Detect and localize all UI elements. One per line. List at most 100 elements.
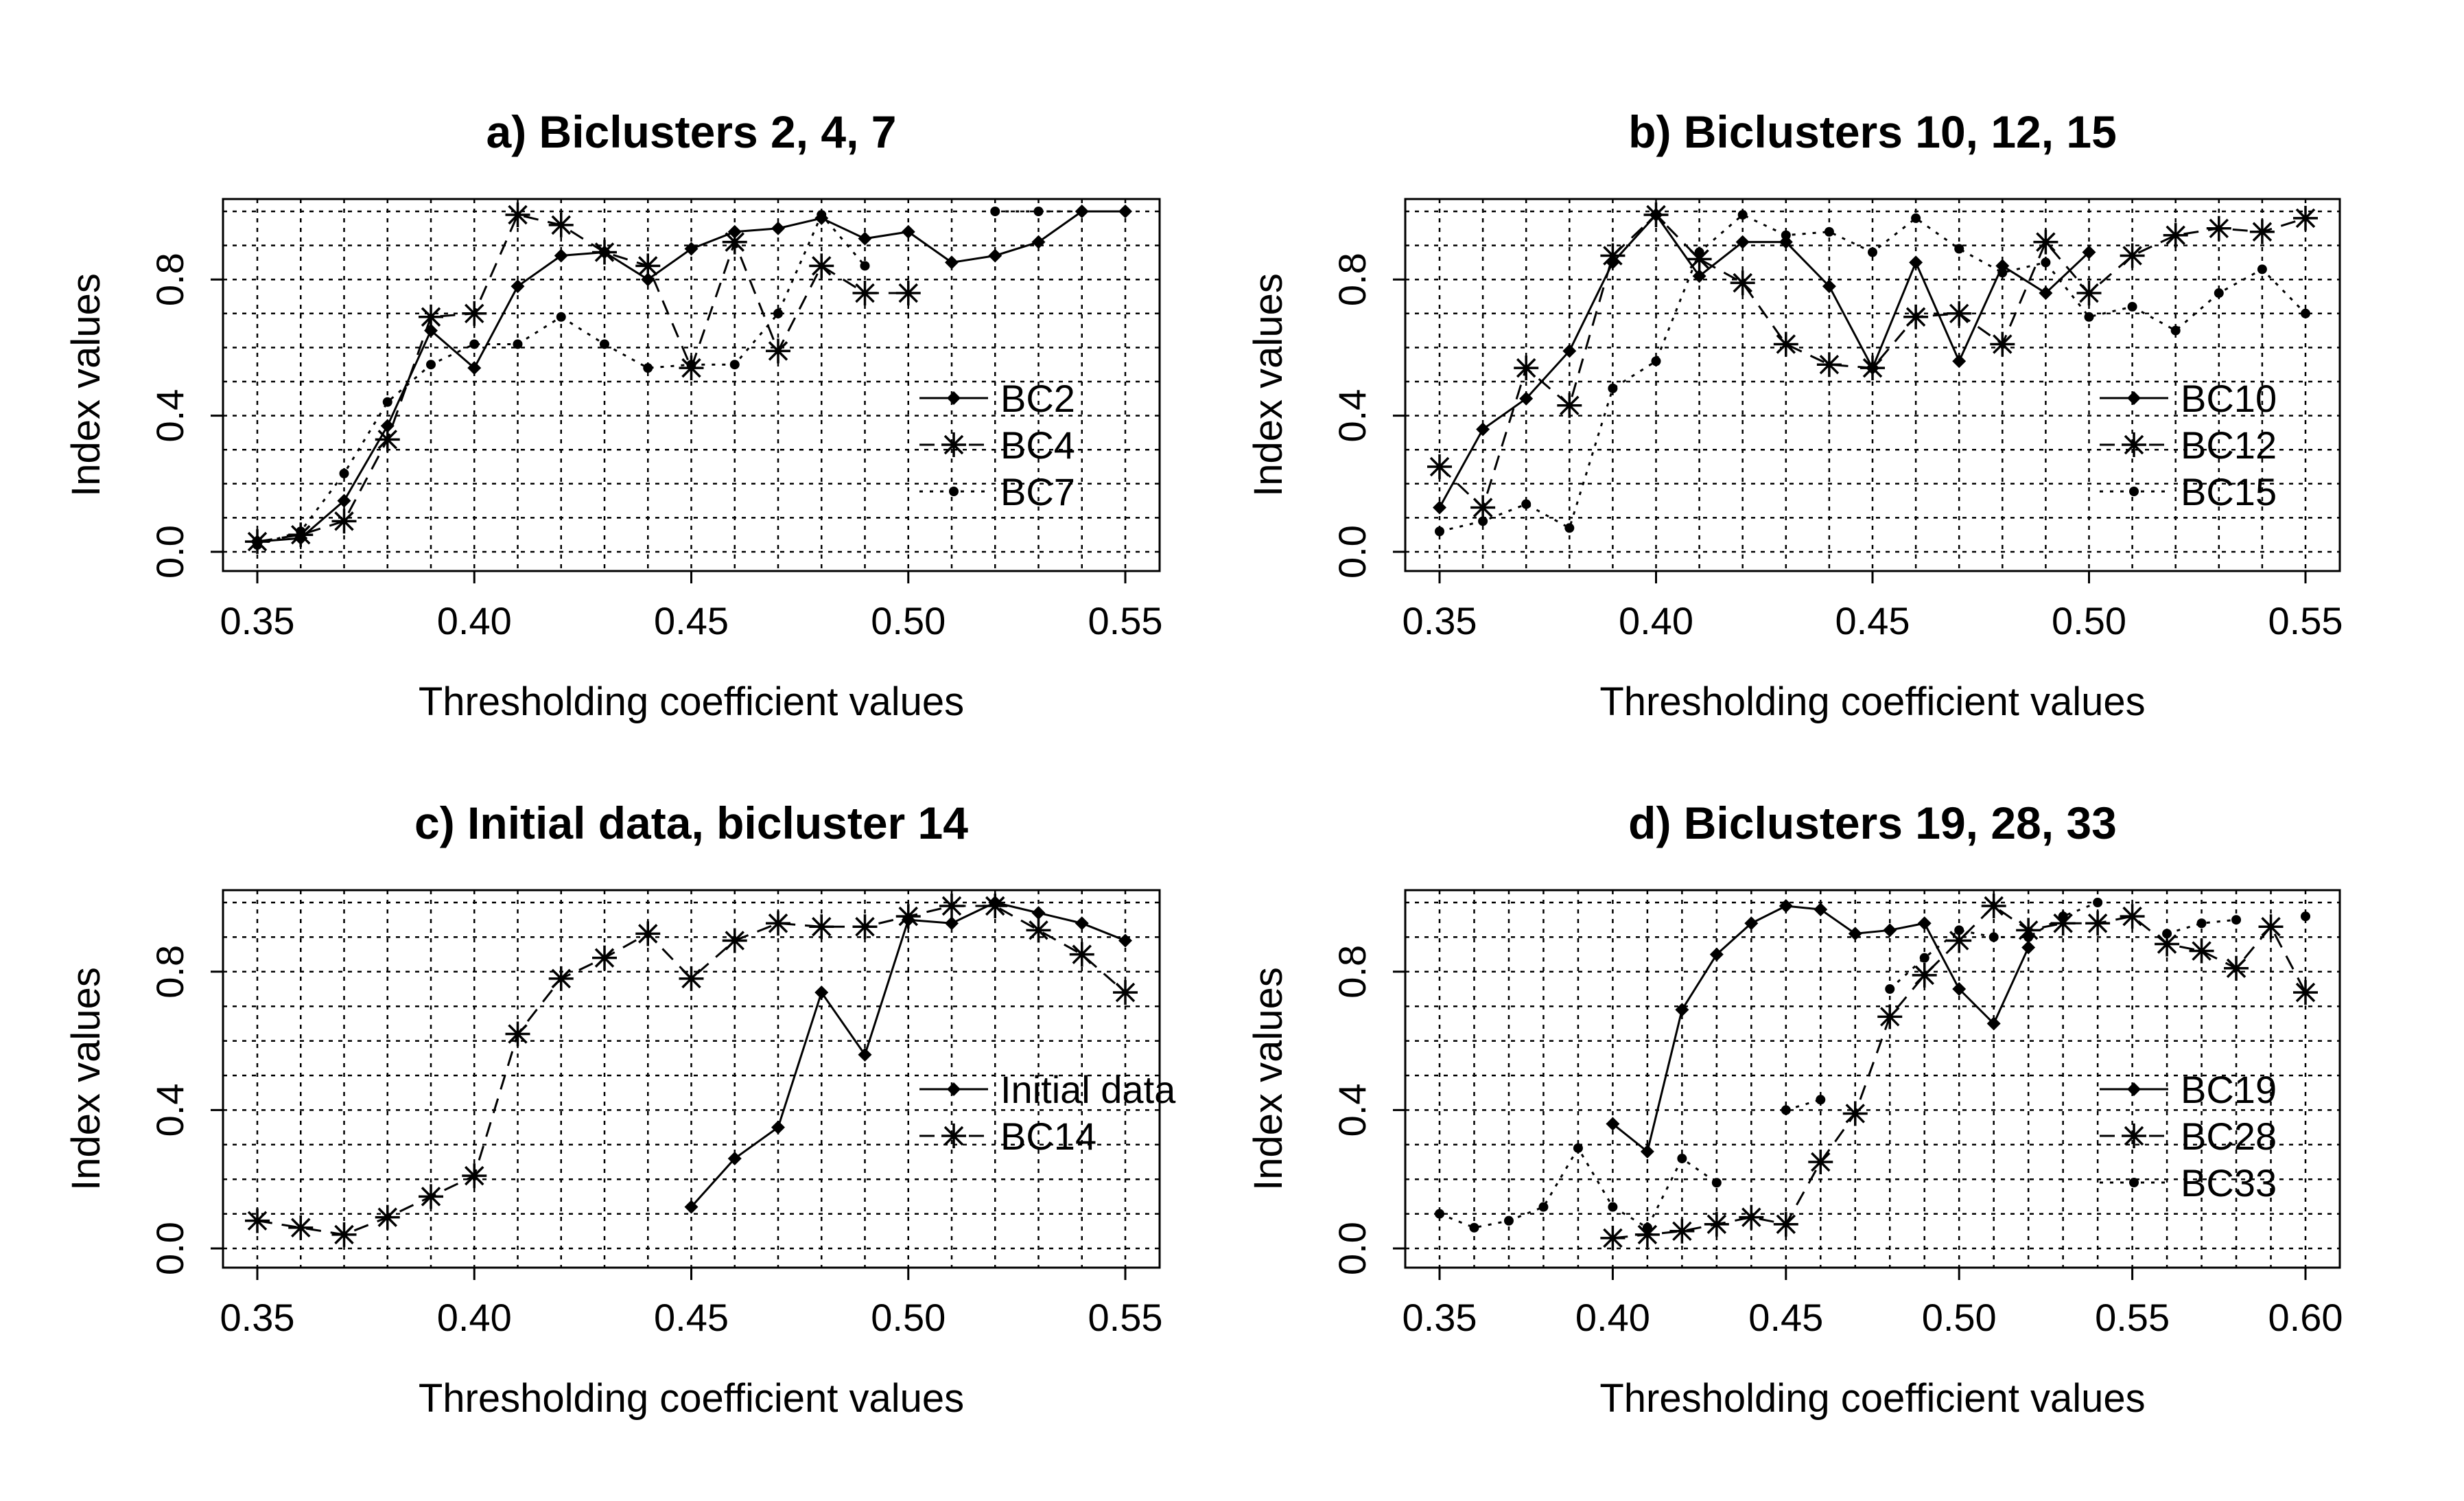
data-point bbox=[1118, 933, 1132, 948]
data-point bbox=[2023, 932, 2034, 942]
legend-label: BC4 bbox=[1000, 423, 1075, 467]
data-point bbox=[1848, 927, 1862, 941]
series-bc15 bbox=[1435, 209, 2310, 537]
data-point bbox=[2170, 325, 2181, 336]
data-point bbox=[1735, 235, 1750, 249]
data-point bbox=[1600, 243, 1626, 268]
data-point bbox=[1781, 230, 1791, 240]
data-point bbox=[860, 261, 870, 271]
series-line bbox=[1438, 213, 2090, 509]
data-point bbox=[2189, 938, 2214, 964]
y-axis-label: Index values bbox=[1246, 967, 1291, 1191]
x-tick-label: 0.45 bbox=[654, 1296, 729, 1339]
data-point bbox=[600, 339, 609, 349]
data-point bbox=[2050, 911, 2076, 936]
data-point bbox=[2249, 219, 2275, 244]
data-point bbox=[1824, 226, 1834, 237]
data-point bbox=[1903, 304, 1929, 329]
data-point bbox=[1773, 331, 1798, 357]
x-axis-label: Thresholding coefficient values bbox=[419, 1376, 964, 1421]
x-tick-label: 0.40 bbox=[1619, 599, 1693, 642]
legend-marker bbox=[949, 487, 959, 496]
data-point bbox=[641, 272, 655, 287]
legend-marker bbox=[2127, 1082, 2141, 1096]
x-tick-label: 0.55 bbox=[1088, 1296, 1163, 1339]
data-point bbox=[1822, 279, 1836, 294]
data-point bbox=[1608, 1202, 1618, 1212]
data-point bbox=[505, 1021, 530, 1047]
x-tick-label: 0.45 bbox=[654, 599, 729, 642]
data-point bbox=[2301, 911, 2310, 922]
data-point bbox=[684, 1200, 699, 1214]
data-point bbox=[817, 209, 827, 220]
data-point bbox=[1814, 903, 1828, 917]
data-point bbox=[1952, 354, 1967, 369]
series-bc14 bbox=[245, 894, 1138, 1247]
data-point bbox=[1435, 526, 1444, 537]
data-point bbox=[2082, 245, 2096, 259]
data-point bbox=[1640, 1144, 1654, 1159]
data-point bbox=[1519, 391, 1534, 406]
data-point bbox=[1031, 235, 1046, 249]
data-point bbox=[1075, 916, 1089, 931]
x-tick-label: 0.40 bbox=[437, 599, 512, 642]
data-point bbox=[983, 894, 1008, 919]
data-point bbox=[2293, 980, 2318, 1005]
data-point bbox=[2162, 929, 2172, 939]
data-point bbox=[2214, 288, 2224, 299]
data-point bbox=[2085, 911, 2111, 936]
data-point bbox=[679, 966, 704, 991]
data-point bbox=[2258, 914, 2284, 940]
panel-4: d) Biclusters 19, 28, 33 0.35 0.40 0.45 0.50… bbox=[1246, 798, 2343, 1421]
data-point bbox=[1427, 454, 1452, 479]
legend-label: BC28 bbox=[2181, 1115, 2277, 1158]
data-point bbox=[1634, 1222, 1660, 1247]
data-point bbox=[331, 509, 357, 534]
data-point bbox=[1954, 925, 1964, 935]
data-point bbox=[2016, 918, 2041, 943]
x-tick-label: 0.50 bbox=[1922, 1296, 1997, 1339]
data-point bbox=[419, 1184, 443, 1209]
data-point bbox=[288, 1215, 314, 1240]
data-point bbox=[814, 986, 829, 1000]
data-point bbox=[727, 1151, 742, 1165]
data-point bbox=[1911, 213, 1921, 223]
data-point bbox=[1709, 947, 1724, 962]
data-point bbox=[1730, 270, 1755, 296]
data-point bbox=[511, 279, 525, 294]
data-point bbox=[2231, 915, 2242, 925]
data-point bbox=[1779, 899, 1793, 914]
data-point bbox=[945, 916, 959, 931]
data-point bbox=[592, 945, 617, 970]
series-line bbox=[257, 213, 866, 546]
x-axis-label: Thresholding coefficient values bbox=[1599, 679, 2145, 724]
data-point bbox=[1781, 1105, 1791, 1115]
data-point bbox=[1909, 255, 1923, 270]
legend-marker bbox=[941, 432, 966, 457]
data-point bbox=[2155, 931, 2180, 957]
data-point bbox=[2196, 918, 2207, 929]
data-point bbox=[766, 338, 790, 364]
legend-label: BC7 bbox=[1000, 470, 1075, 513]
y-tick-label: 0.4 bbox=[148, 1083, 191, 1137]
data-point bbox=[901, 224, 915, 239]
data-point bbox=[548, 966, 574, 991]
data-point bbox=[505, 202, 530, 227]
chart-title: d) Biclusters 19, 28, 33 bbox=[1628, 798, 2117, 848]
data-point bbox=[858, 231, 872, 246]
legend-marker bbox=[2129, 487, 2139, 496]
data-point bbox=[1885, 984, 1895, 994]
data-point bbox=[1773, 1211, 1798, 1237]
data-point bbox=[2301, 308, 2310, 318]
panel-1: a) Biclusters 2, 4, 7 0.35 0.40 0.45 0.50 0.5… bbox=[64, 106, 1163, 724]
data-point bbox=[331, 1222, 357, 1247]
legend-marker bbox=[947, 1082, 961, 1096]
legend-label: BC19 bbox=[2181, 1068, 2277, 1111]
legend-label: Initial data bbox=[1000, 1068, 1176, 1111]
data-point bbox=[1642, 1222, 1652, 1233]
data-point bbox=[2041, 257, 2051, 268]
data-point bbox=[513, 339, 523, 349]
data-point bbox=[1573, 1143, 1583, 1153]
data-point bbox=[2120, 243, 2145, 268]
